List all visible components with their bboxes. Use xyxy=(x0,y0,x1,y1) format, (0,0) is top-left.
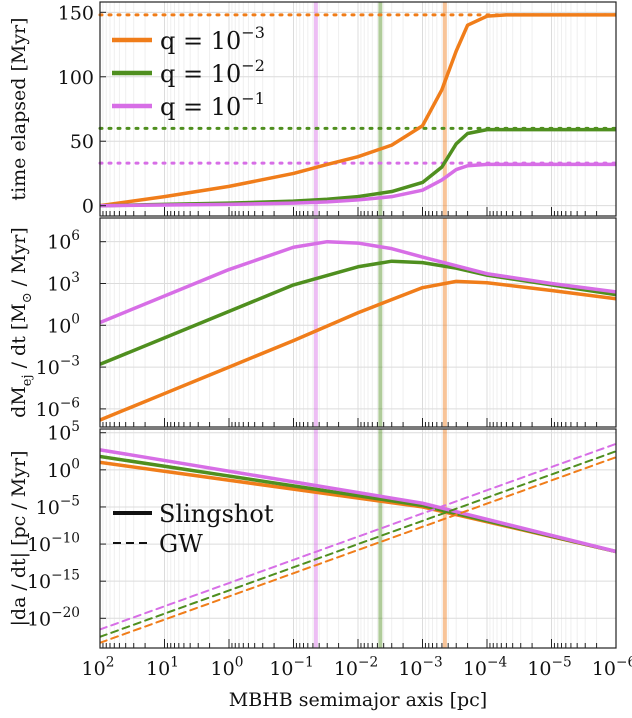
x-tick-label: 101 xyxy=(146,654,179,680)
grid xyxy=(99,429,617,648)
y-tick-label: 0 xyxy=(82,196,94,218)
series-line-q1e-3-solid xyxy=(100,13,616,208)
y-tick-label: 10−20 xyxy=(27,605,80,631)
y-tick-label: 10−3 xyxy=(36,354,80,380)
x-tick-label: 102 xyxy=(82,654,115,680)
legend-label-solid: Slingshot xyxy=(159,500,274,528)
y-tick-label: 103 xyxy=(47,270,80,296)
x-tick-label: 10−5 xyxy=(527,654,571,680)
legend-label-q1e-2: q = 10−2 xyxy=(160,56,265,88)
y-tick-label: 10−15 xyxy=(27,568,80,594)
x-axis-title: MBHB semimajor axis [pc] xyxy=(229,689,487,711)
x-tick-label: 100 xyxy=(211,654,244,680)
y-tick-label: 100 xyxy=(47,312,80,338)
series-line-q1e-3-dashed xyxy=(100,456,616,644)
x-tick-label: 10−3 xyxy=(398,654,442,680)
x-ticks xyxy=(99,207,617,216)
x-tick-label: 10−1 xyxy=(269,654,313,680)
y-tick-label: 10−6 xyxy=(36,395,80,421)
y-tick-label: 100 xyxy=(58,67,94,89)
x-tick-label: 10−4 xyxy=(463,654,508,680)
series-line-q1e-3-solid xyxy=(100,279,616,422)
series-group xyxy=(100,442,616,644)
y-tick-label: 100 xyxy=(47,456,80,482)
series-group xyxy=(100,13,616,208)
y-axis-title: time elapsed [Myr] xyxy=(8,17,30,200)
y-axis-title: dMej / dt [M⊙ / Myr] xyxy=(8,227,35,418)
legend: q = 10−3q = 10−2q = 10−1 xyxy=(112,23,265,121)
series-line-q1e-1-solid xyxy=(100,239,616,325)
series-group xyxy=(100,239,616,422)
series-line-q1e-1-solid xyxy=(100,448,616,554)
series-line-q1e-1-solid xyxy=(100,162,616,208)
y-tick-label: 106 xyxy=(47,228,80,254)
x-tick-label: 10−6 xyxy=(592,654,632,680)
y-axis-title: |da / dt| [pc / Myr] xyxy=(8,451,30,627)
y-tick-label: 150 xyxy=(58,2,94,24)
panel-dadt: 105 100 10−5 10−10 10−15 10−20|da / dt| [pc /… xyxy=(8,419,617,649)
y-tick-label: 10−10 xyxy=(27,531,80,557)
legend-label-dashed: GW xyxy=(159,530,203,558)
x-ticks xyxy=(99,418,617,427)
legend-label-q1e-3: q = 10−3 xyxy=(160,23,265,55)
series-line-q1e-1-dashed xyxy=(100,442,616,631)
grid xyxy=(99,218,617,427)
legend-label-q1e-1: q = 10−1 xyxy=(160,89,265,121)
series-line-q1e-2-dashed xyxy=(100,450,616,638)
x-tick-label: 10−2 xyxy=(334,654,378,680)
y-tick-label: 10−5 xyxy=(36,493,80,519)
y-tick-label: 50 xyxy=(70,131,94,153)
x-ticks xyxy=(99,639,617,648)
y-tick-label: 105 xyxy=(47,419,80,445)
